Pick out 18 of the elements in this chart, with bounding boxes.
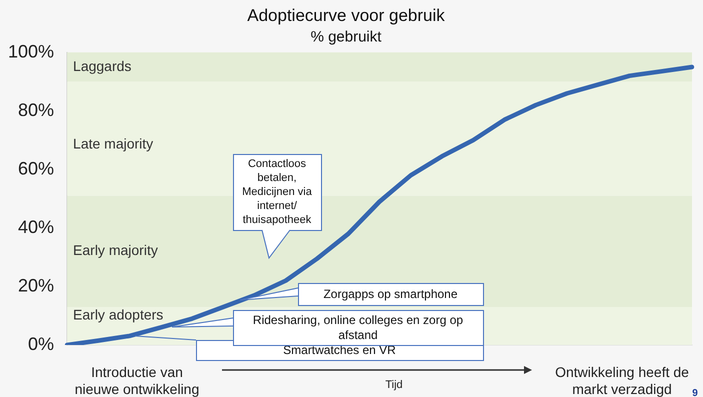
text: Introductie van nieuwe ontwikkeling	[74, 364, 200, 397]
y-tick-label: 20%	[18, 275, 54, 296]
y-tick-label: 100%	[8, 41, 54, 62]
band-label: Laggards	[73, 58, 132, 74]
annotation: Zorgapps op smartphone	[323, 286, 458, 302]
text: Ontwikkeling heeft de markt verzadigd	[555, 364, 690, 397]
y-tick-label: 80%	[18, 100, 54, 120]
chart-subtitle: % gebruikt	[310, 28, 382, 46]
y-tick-label: 40%	[18, 216, 54, 237]
annotation: Contactloos betalen, Medicijnen via internet/ thuisapotheek	[241, 157, 313, 227]
band-label: Early adopters	[73, 306, 164, 323]
chart-title: Adoptiecurve voor gebruik	[247, 6, 446, 25]
text: 9	[692, 388, 698, 397]
y-tick-label: 60%	[18, 158, 54, 178]
text: Tijd	[385, 379, 403, 392]
y-tick-label: 0%	[28, 334, 54, 354]
band-label: Late majority	[73, 135, 154, 152]
band-label: Early majority	[73, 242, 158, 258]
